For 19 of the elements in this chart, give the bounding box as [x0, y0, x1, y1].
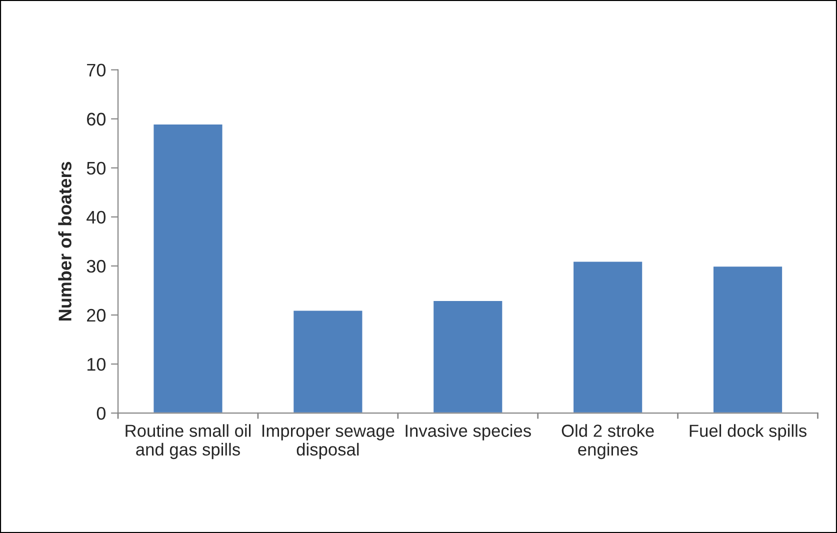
bar: [712, 265, 784, 414]
bar: [292, 309, 364, 414]
y-axis-title: Number of boaters: [58, 162, 72, 320]
bar: [432, 300, 504, 414]
y-tick-label: 30: [86, 260, 106, 273]
bar: [152, 123, 224, 414]
y-tick-label: 40: [86, 210, 106, 224]
bar: [572, 260, 644, 414]
y-tick-label: 10: [88, 358, 106, 371]
y-tick-label: 20: [87, 308, 106, 322]
x-tick-label: Routine small oil and gas spills: [126, 424, 251, 460]
x-tick-label: Invasive species: [406, 424, 531, 440]
y-tick-label: 60: [87, 112, 106, 126]
y-tick-label: 0: [96, 407, 106, 420]
y-tick-label: 50: [86, 162, 106, 175]
y-tick-label: 70: [87, 64, 106, 77]
x-tick-label: Old 2 stroke engines: [562, 424, 654, 460]
x-tick-label: Fuel dock spills: [690, 424, 806, 440]
x-tick-label: Improper sewage disposal: [262, 424, 394, 460]
